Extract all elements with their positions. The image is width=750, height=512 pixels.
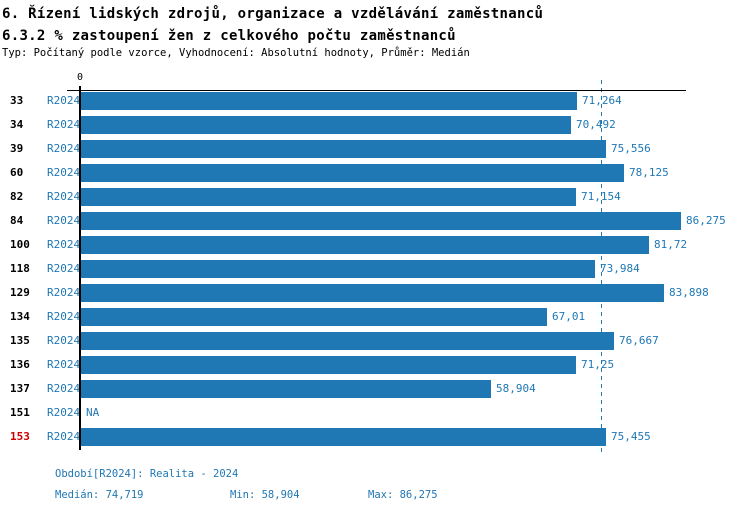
row-category-label: 137 <box>10 382 30 395</box>
row-period-label: R2024 <box>47 382 81 395</box>
row-category-label: 34 <box>10 118 24 131</box>
bar-value-label: 73,984 <box>600 262 640 275</box>
row-category-label: 134 <box>10 310 30 323</box>
bar <box>81 140 606 158</box>
row-period-label: R2024 <box>47 166 81 179</box>
row-period-label: R2024 <box>47 262 81 275</box>
bar <box>81 212 681 230</box>
row-category-label: 60 <box>10 166 24 179</box>
row-category-label: 136 <box>10 358 30 371</box>
bar-value-label: 67,01 <box>552 310 586 323</box>
bar-value-label: 70,492 <box>576 118 616 131</box>
bar-value-label: 76,667 <box>619 334 659 347</box>
bar-value-label: 75,455 <box>611 430 651 443</box>
bar-value-label: 71,264 <box>582 94 622 107</box>
median-line <box>601 80 602 452</box>
row-period-label: R2024 <box>47 214 81 227</box>
row-category-label: 129 <box>10 286 30 299</box>
row-period-label: R2024 <box>47 430 81 443</box>
y-axis-line <box>79 86 81 450</box>
bar <box>81 188 576 206</box>
footer-min: Min: 58,904 <box>230 489 300 501</box>
row-period-label: R2024 <box>47 286 81 299</box>
row-category-label: 33 <box>10 94 24 107</box>
row-period-label: R2024 <box>47 334 81 347</box>
row-period-label: R2024 <box>47 358 81 371</box>
bar-value-label: 86,275 <box>686 214 726 227</box>
row-period-label: R2024 <box>47 406 81 419</box>
bar <box>81 92 577 110</box>
footer-median: Medián: 74,719 <box>55 489 144 501</box>
page-subtitle: 6.3.2 % zastoupení žen z celkového počtu… <box>2 28 456 44</box>
bar-chart: 0 33 R2024 71,264 34 R2024 70,492 39 R2024 75,55… <box>10 72 726 452</box>
bar-value-label: 78,125 <box>629 166 669 179</box>
footer-max: Max: 86,275 <box>368 489 438 501</box>
bar <box>81 164 624 182</box>
row-category-label: 135 <box>10 334 30 347</box>
x-axis-zero-tick-label: 0 <box>76 72 84 83</box>
row-category-label: 100 <box>10 238 30 251</box>
bar-value-label: 71,154 <box>581 190 621 203</box>
bar <box>81 308 547 326</box>
bar <box>81 332 614 350</box>
bar <box>81 284 664 302</box>
bar-value-label: 58,904 <box>496 382 536 395</box>
bar-na-label: NA <box>86 406 100 419</box>
bar <box>81 116 571 134</box>
report-meta-line: Typ: Počítaný podle vzorce, Vyhodnocení:… <box>2 47 470 59</box>
row-period-label: R2024 <box>47 310 81 323</box>
footer-period: Období[R2024]: Realita - 2024 <box>55 468 239 480</box>
row-period-label: R2024 <box>47 94 81 107</box>
bar <box>81 428 606 446</box>
bar-value-label: 81,72 <box>654 238 688 251</box>
row-category-label: 82 <box>10 190 24 203</box>
bar <box>81 380 491 398</box>
row-category-label: 153 <box>10 430 30 443</box>
page-title: 6. Řízení lidských zdrojů, organizace a … <box>2 6 544 22</box>
row-category-label: 84 <box>10 214 24 227</box>
row-period-label: R2024 <box>47 238 81 251</box>
bar-value-label: 71,25 <box>581 358 615 371</box>
row-category-label: 39 <box>10 142 24 155</box>
bar <box>81 236 649 254</box>
row-category-label: 118 <box>10 262 30 275</box>
row-period-label: R2024 <box>47 142 81 155</box>
bar-value-label: 83,898 <box>669 286 709 299</box>
bar <box>81 356 576 374</box>
x-axis-top-line <box>67 90 686 91</box>
row-category-label: 151 <box>10 406 30 419</box>
bar <box>81 260 595 278</box>
bar-value-label: 75,556 <box>611 142 651 155</box>
row-period-label: R2024 <box>47 118 81 131</box>
row-period-label: R2024 <box>47 190 81 203</box>
